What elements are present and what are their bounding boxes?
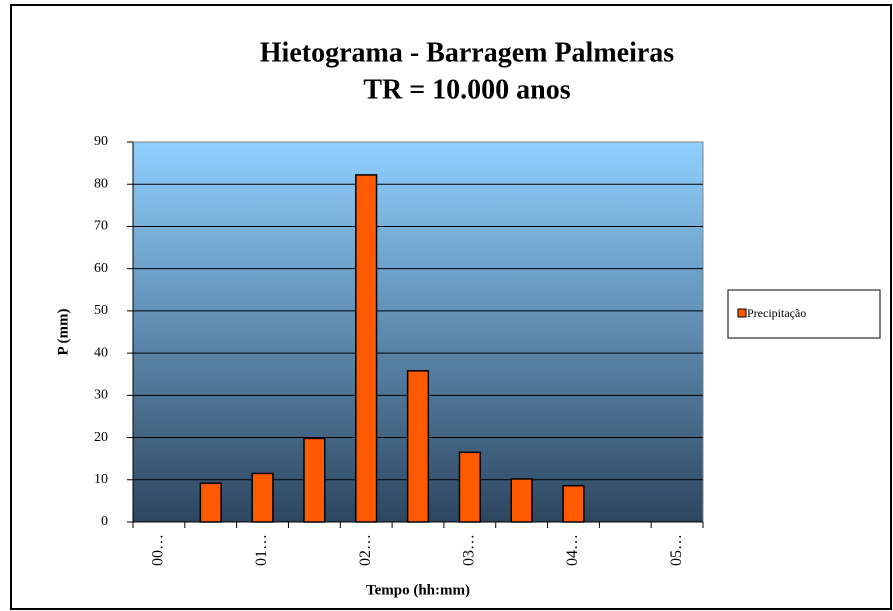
x-tick-label: 02… <box>357 534 374 566</box>
legend-label: Precipitação <box>747 306 806 320</box>
x-tick-label: 00… <box>150 534 167 566</box>
y-tick-label: 20 <box>94 430 108 445</box>
bar <box>303 437 326 523</box>
y-tick-label: 50 <box>94 303 108 318</box>
legend-swatch <box>737 308 747 318</box>
chart-subtitle: TR = 10.000 anos <box>363 74 570 105</box>
bar <box>510 478 533 523</box>
y-tick-label: 90 <box>94 134 108 149</box>
bar <box>458 451 481 523</box>
bar <box>355 174 378 523</box>
y-tick-label: 30 <box>94 388 108 403</box>
y-tick-label: 0 <box>101 514 108 529</box>
x-tick-label: 04… <box>564 534 581 566</box>
bar <box>562 484 585 523</box>
x-axis-label: Tempo (hh:mm) <box>366 582 470 598</box>
chart-title: Hietograma - Barragem Palmeiras <box>260 37 675 68</box>
x-tick-label: 05… <box>668 534 685 566</box>
y-tick-label: 80 <box>94 176 108 191</box>
bar <box>199 482 222 523</box>
x-tick-label: 03… <box>460 534 477 566</box>
y-tick-label: 40 <box>94 345 108 360</box>
y-tick-label: 70 <box>94 219 108 234</box>
legend <box>727 289 881 339</box>
bar <box>406 370 430 523</box>
bar <box>251 472 274 523</box>
y-tick-label: 60 <box>94 261 108 276</box>
y-tick-label: 10 <box>94 472 108 487</box>
y-axis-label: P (mm) <box>55 308 71 355</box>
x-tick-label: 01… <box>253 534 270 566</box>
